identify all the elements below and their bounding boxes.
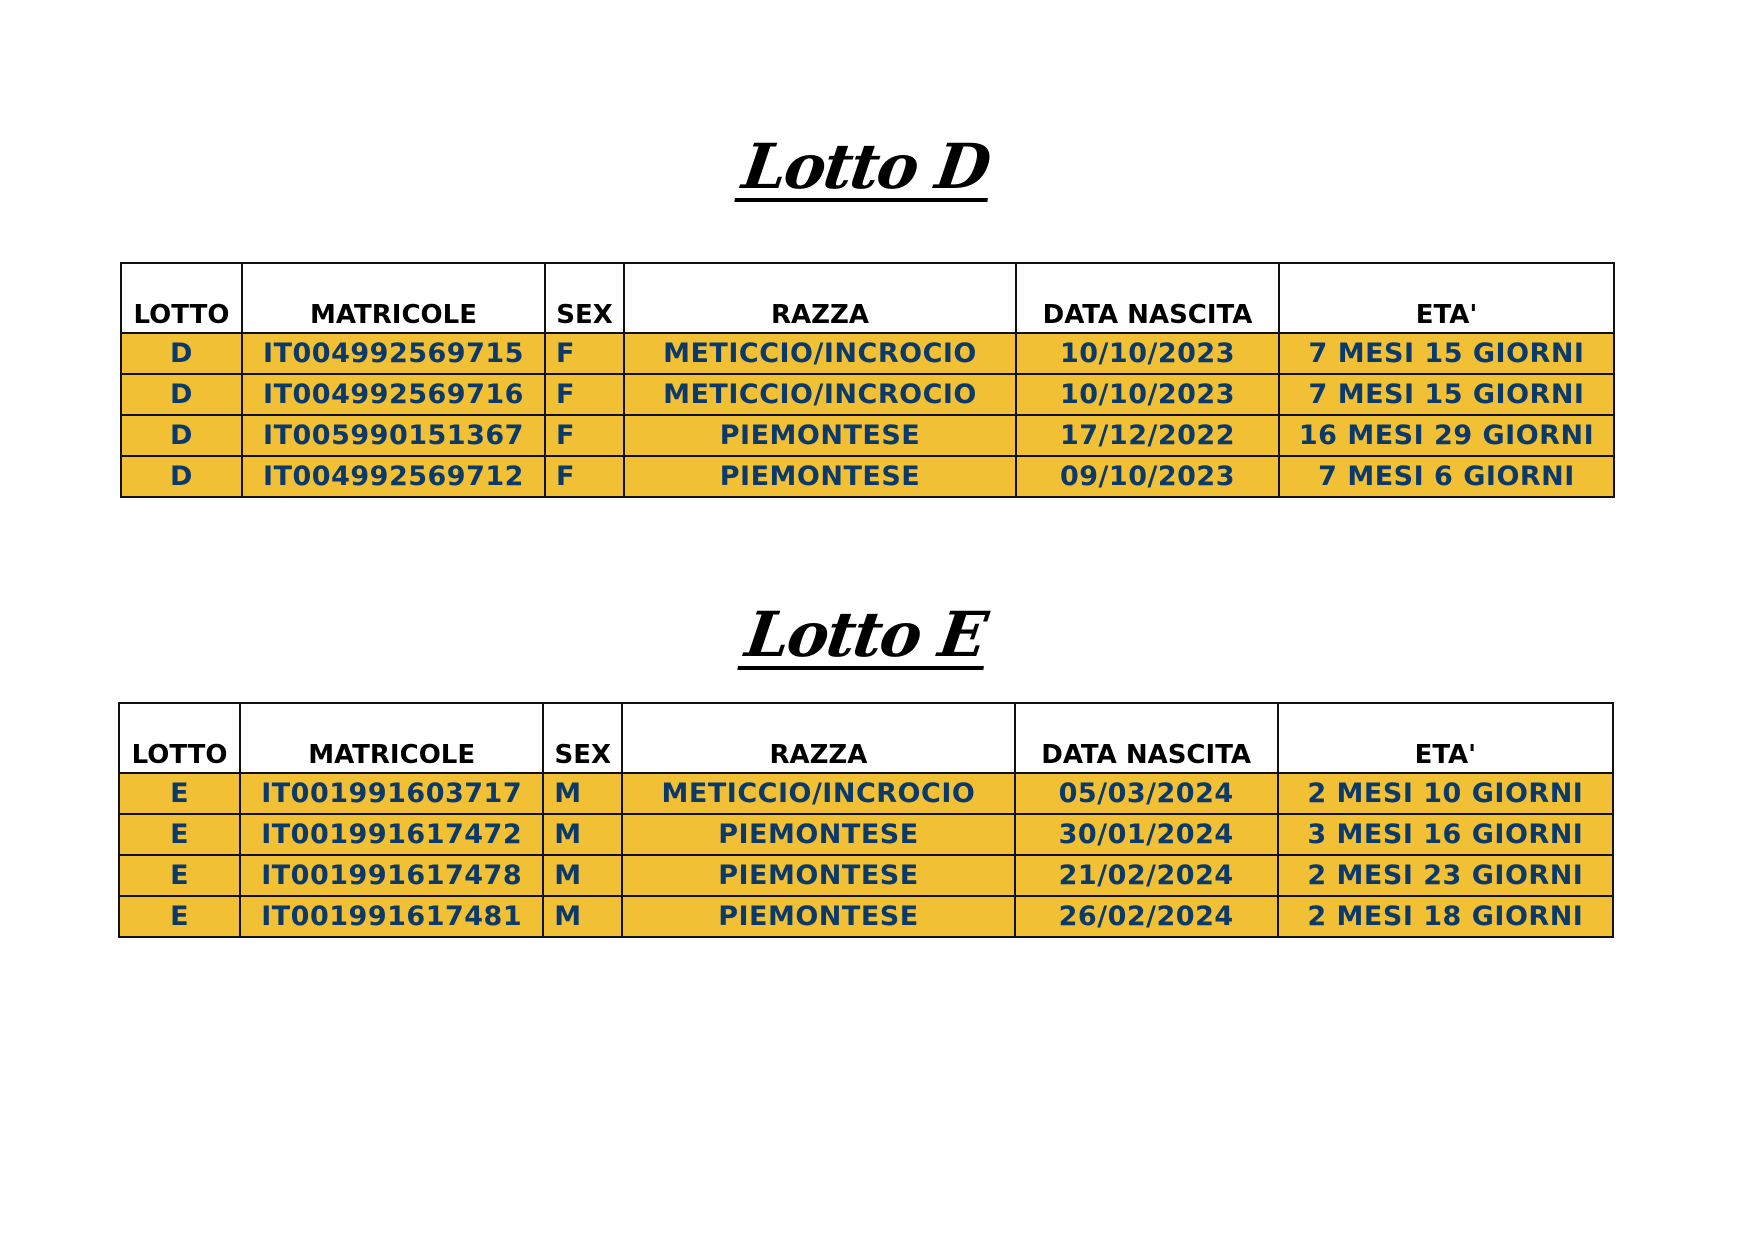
cell-lotto: D bbox=[120, 332, 243, 375]
cell-sex: F bbox=[544, 414, 625, 457]
column-header-eta: ETA' bbox=[1278, 262, 1615, 334]
cell-razza: METICCIO/INCROCIO bbox=[623, 373, 1017, 416]
cell-sex: F bbox=[544, 332, 625, 375]
cell-lotto: E bbox=[117, 895, 242, 938]
cell-matricola: IT005990151367 bbox=[241, 414, 546, 457]
column-header-sex: SEX bbox=[542, 702, 624, 774]
cell-matricola: IT004992569716 bbox=[241, 373, 546, 416]
cell-lotto: D bbox=[120, 373, 243, 416]
table-row: D IT005990151367 F PIEMONTESE 17/12/2022 16 M… bbox=[120, 414, 1615, 457]
cell-eta: 2 MESI 23 GIORNI bbox=[1276, 854, 1615, 897]
column-header-razza: RAZZA bbox=[623, 262, 1017, 334]
table-row: D IT004992569712 F PIEMONTESE 09/10/2023 7 ME… bbox=[120, 455, 1615, 498]
cell-matricola: IT004992569712 bbox=[241, 455, 546, 498]
cell-lotto: D bbox=[120, 414, 243, 457]
cell-matricola: IT001991603717 bbox=[239, 772, 545, 815]
cell-lotto: E bbox=[117, 813, 242, 856]
cell-sex: M bbox=[542, 854, 624, 897]
cell-razza: PIEMONTESE bbox=[623, 455, 1017, 498]
cell-sex: F bbox=[544, 455, 625, 498]
lotto-e-table: LOTTO MATRICOLE SEX RAZZA DATA NASCITA ETA' E I… bbox=[117, 702, 1615, 938]
cell-data-nascita: 26/02/2024 bbox=[1013, 895, 1279, 938]
section-title-lotto-d: Lotto D bbox=[0, 130, 1730, 203]
cell-data-nascita: 09/10/2023 bbox=[1015, 455, 1280, 498]
cell-matricola: IT001991617478 bbox=[239, 854, 545, 897]
column-header-eta: ETA' bbox=[1276, 702, 1615, 774]
cell-eta: 7 MESI 15 GIORNI bbox=[1278, 373, 1615, 416]
cell-data-nascita: 17/12/2022 bbox=[1015, 414, 1280, 457]
cell-data-nascita: 05/03/2024 bbox=[1013, 772, 1279, 815]
header-row: LOTTO MATRICOLE SEX RAZZA DATA NASCITA ETA' bbox=[120, 262, 1615, 334]
cell-sex: M bbox=[542, 813, 624, 856]
cell-lotto: E bbox=[117, 854, 242, 897]
cell-data-nascita: 10/10/2023 bbox=[1015, 332, 1280, 375]
cell-lotto: D bbox=[120, 455, 243, 498]
table-row: E IT001991603717 M METICCIO/INCROCIO 05/03/2… bbox=[117, 772, 1615, 815]
column-header-sex: SEX bbox=[544, 262, 625, 334]
cell-matricola: IT001991617481 bbox=[239, 895, 545, 938]
table-row: D IT004992569716 F METICCIO/INCROCIO 10/10/2… bbox=[120, 373, 1615, 416]
header-row: LOTTO MATRICOLE SEX RAZZA DATA NASCITA ETA' bbox=[117, 702, 1615, 774]
column-header-data-nascita: DATA NASCITA bbox=[1015, 262, 1280, 334]
column-header-lotto: LOTTO bbox=[120, 262, 243, 334]
table-row: E IT001991617481 M PIEMONTESE 26/02/2024 2 ME… bbox=[117, 895, 1615, 938]
cell-eta: 16 MESI 29 GIORNI bbox=[1278, 414, 1615, 457]
cell-lotto: E bbox=[117, 772, 242, 815]
cell-matricola: IT001991617472 bbox=[239, 813, 545, 856]
cell-data-nascita: 21/02/2024 bbox=[1013, 854, 1279, 897]
cell-matricola: IT004992569715 bbox=[241, 332, 546, 375]
cell-razza: PIEMONTESE bbox=[623, 414, 1017, 457]
column-header-lotto: LOTTO bbox=[117, 702, 242, 774]
table-row: D IT004992569715 F METICCIO/INCROCIO 10/10/2… bbox=[120, 332, 1615, 375]
table-row: E IT001991617472 M PIEMONTESE 30/01/2024 3 ME… bbox=[117, 813, 1615, 856]
table-row: E IT001991617478 M PIEMONTESE 21/02/2024 2 ME… bbox=[117, 854, 1615, 897]
column-header-data-nascita: DATA NASCITA bbox=[1013, 702, 1279, 774]
cell-eta: 7 MESI 6 GIORNI bbox=[1278, 455, 1615, 498]
column-header-razza: RAZZA bbox=[621, 702, 1016, 774]
cell-sex: M bbox=[542, 772, 624, 815]
cell-sex: F bbox=[544, 373, 625, 416]
cell-data-nascita: 30/01/2024 bbox=[1013, 813, 1279, 856]
cell-sex: M bbox=[542, 895, 624, 938]
cell-razza: METICCIO/INCROCIO bbox=[623, 332, 1017, 375]
lotto-d-table: LOTTO MATRICOLE SEX RAZZA DATA NASCITA ETA' D I… bbox=[120, 262, 1615, 498]
column-header-matricola: MATRICOLE bbox=[239, 702, 545, 774]
cell-eta: 3 MESI 16 GIORNI bbox=[1276, 813, 1615, 856]
cell-eta: 2 MESI 10 GIORNI bbox=[1276, 772, 1615, 815]
cell-razza: PIEMONTESE bbox=[621, 854, 1016, 897]
section-title-lotto-e: Lotto E bbox=[0, 598, 1730, 671]
cell-eta: 2 MESI 18 GIORNI bbox=[1276, 895, 1615, 938]
cell-razza: PIEMONTESE bbox=[621, 813, 1016, 856]
column-header-matricola: MATRICOLE bbox=[241, 262, 546, 334]
cell-razza: METICCIO/INCROCIO bbox=[621, 772, 1016, 815]
cell-razza: PIEMONTESE bbox=[621, 895, 1016, 938]
cell-eta: 7 MESI 15 GIORNI bbox=[1278, 332, 1615, 375]
cell-data-nascita: 10/10/2023 bbox=[1015, 373, 1280, 416]
